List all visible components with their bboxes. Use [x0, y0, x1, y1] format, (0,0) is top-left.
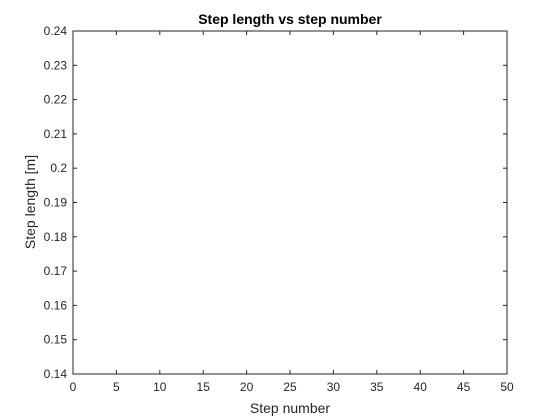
x-tick-label: 35: [370, 380, 384, 394]
x-tick-label: 45: [457, 380, 471, 394]
y-tick-label: 0.17: [44, 264, 68, 278]
y-tick-label: 0.23: [44, 58, 68, 72]
x-tick-label: 50: [500, 380, 514, 394]
y-tick-label: 0.22: [44, 93, 68, 107]
x-axis-label: Step number: [250, 400, 330, 416]
y-tick-label: 0.2: [50, 161, 67, 175]
y-tick-label: 0.24: [44, 24, 68, 38]
y-tick-label: 0.21: [44, 127, 68, 141]
y-axis-ticks: 0.14 0.15 0.16 0.17 0.18 0.19 0.2 0.21 0.22 0.23 0…: [44, 24, 507, 381]
y-tick-label: 0.16: [44, 298, 68, 312]
x-tick-label: 10: [153, 380, 167, 394]
y-tick-label: 0.18: [44, 230, 68, 244]
x-tick-label: 20: [240, 380, 254, 394]
x-tick-label: 5: [113, 380, 120, 394]
x-tick-label: 40: [414, 380, 428, 394]
y-tick-label: 0.19: [44, 196, 68, 210]
x-tick-label: 0: [70, 380, 77, 394]
x-tick-label: 25: [283, 380, 297, 394]
axes-box: [72, 30, 508, 375]
x-tick-label: 30: [327, 380, 341, 394]
x-tick-label: 15: [197, 380, 211, 394]
x-axis-ticks: 0 5 10 15 20 25 30 35 40 45 50: [70, 31, 514, 394]
y-tick-label: 0.15: [44, 333, 68, 347]
chart-title: Step length vs step number: [198, 11, 382, 27]
y-tick-label: 0.14: [44, 367, 68, 381]
y-axis-label: Step length [m]: [22, 155, 38, 249]
